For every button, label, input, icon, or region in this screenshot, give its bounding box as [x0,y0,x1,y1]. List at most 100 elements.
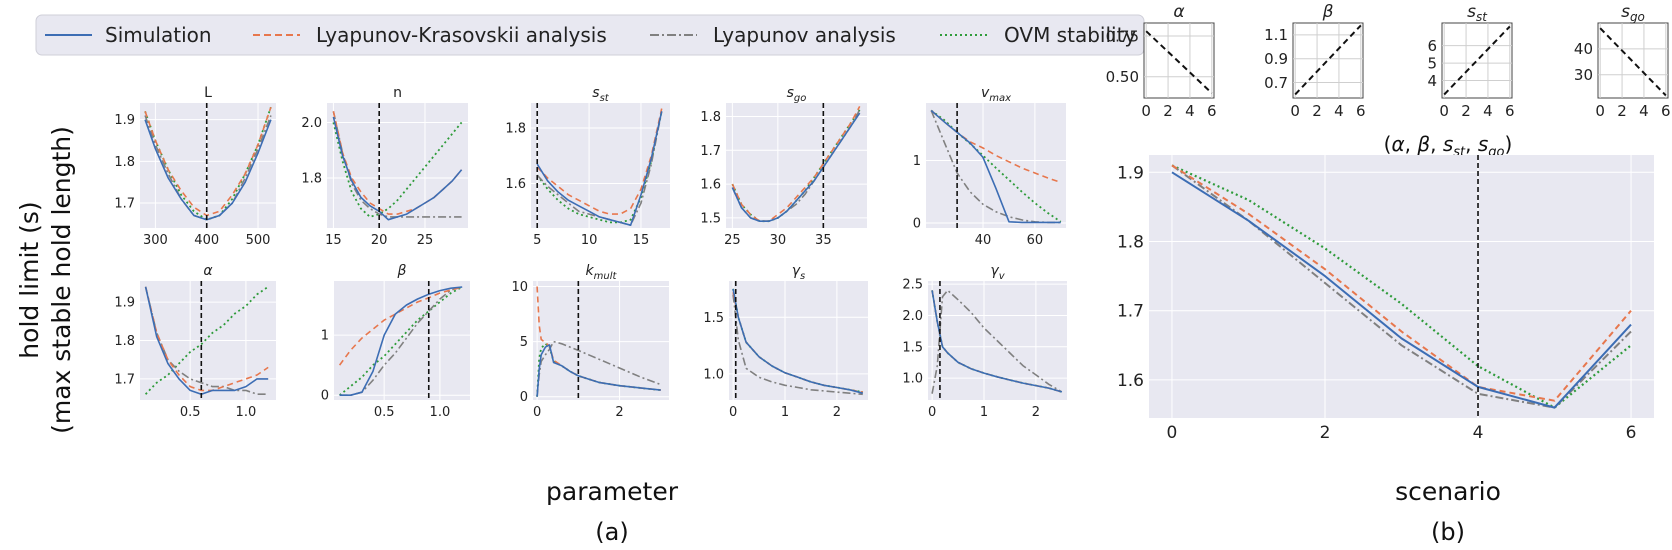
panel-title: vmax [981,85,1011,104]
panel-kmult: 0 2 0 5 10 kmult [511,263,669,420]
legend-sim-label: Simulation [105,23,212,47]
x-tick-label: 300 [143,233,168,248]
series-line-sim [536,111,663,226]
y-tick-label: 1 [913,154,921,169]
x-tick-label: 5 [533,233,541,248]
x-tick-label: 25 [417,233,434,248]
panel-sgo: 25 30 35 1.5 1.6 1.7 1.8 sgo [700,85,867,248]
series-line-ovm [930,109,1062,223]
panel-title: γv [990,263,1005,282]
x-tick-label: 1 [781,405,789,420]
y-axis-label-line1: hold limit (s) [15,201,44,358]
x-tick-label: 1.0 [430,405,451,420]
plot-area [1443,25,1511,96]
panel-bg [531,103,670,228]
x-tick-label: 0 [1439,102,1449,120]
x-tick-label: 0.5 [180,405,201,420]
series-line-lk [338,286,463,366]
y-tick-label: 1.5 [700,211,721,226]
panel-title: n [393,85,402,101]
y-tick-label: 1.9 [1117,163,1144,183]
x-tick-label: 25 [724,233,741,248]
series-line-ovm [144,286,269,395]
panel-bg [1149,155,1654,418]
y-tick-label: 1.6 [1117,371,1144,391]
y-tick-label: 1.6 [700,178,721,193]
x-tick-label: 6 [1356,102,1366,120]
panel-beta: 0.5 1.0 0 1 β [321,263,470,420]
series-line-lk [332,111,463,215]
y-tick-label: 40 [1574,40,1593,58]
plot-area [144,286,269,396]
panel-title: sst [592,85,610,104]
panel-sst: 5 10 15 1.6 1.8 sst [505,85,670,248]
x-tick-label: 15 [633,233,650,248]
y-tick-label: 10 [511,280,528,295]
y-tick-label: 30 [1574,66,1593,84]
x-tick-label: 15 [325,233,342,248]
series-line-lyap [931,289,1063,394]
panel-vmax: 40 60 0 1 vmax [913,85,1066,248]
x-tick-label: 0 [1290,102,1300,120]
series-line-lyap [930,110,1061,224]
x-tick-label: 0.5 [374,405,395,420]
plot-area [338,286,463,397]
x-tick-label: 2 [1312,102,1322,120]
y-tick-label: 1.1 [1264,26,1288,44]
y-tick-label: 1.7 [1117,302,1144,322]
scenario-params-title: (α, β, sst, sgo) [1384,132,1513,160]
x-tick-label: 0 [1167,423,1178,443]
x-tick-label: 2 [833,405,841,420]
panel-bg [1143,22,1215,99]
y-tick-label: 1.8 [114,155,135,170]
y-tick-label: 1.7 [114,372,135,387]
caption-a: (a) [595,518,628,546]
x-tick-label: 1 [980,405,988,420]
plot-area [1294,24,1362,96]
legend-lyap-label: Lyapunov analysis [713,23,896,47]
series-line-lk [731,106,861,222]
y-tick-label: 2.0 [301,116,322,131]
panel-title: α [203,263,213,279]
x-tick-label: 6 [1626,423,1637,443]
series-line-lyap [732,294,863,396]
panel-bg [140,103,276,228]
y-tick-label: 0 [913,217,921,232]
plot-area [536,108,663,226]
y-tick-label: 1.9 [114,296,135,311]
panel-title: α [1173,2,1184,22]
y-tick-label: 0.75 [1106,27,1139,45]
plot-area [731,106,861,223]
series-line-sim [731,112,861,222]
panel-title: sgo [1621,2,1645,24]
y-tick-label: 1.8 [1117,232,1144,252]
panel-alpha: 0.5 1.0 1.7 1.8 1.9 α [114,263,276,420]
caption-b: (b) [1431,518,1465,546]
x-tick-label: 35 [815,233,832,248]
y-tick-label: 1.9 [114,113,135,128]
plot-area [931,289,1063,394]
y-tick-label: 2.5 [902,278,923,293]
panel-bg [926,103,1066,228]
y-tick-label: 5 [520,335,528,350]
series-line-lyap [536,340,662,397]
panel-bg [327,103,468,228]
panel-bg [729,281,868,400]
y-tick-label: 1.7 [114,197,135,212]
y-tick-label: 5 [1427,54,1437,72]
series-line-sim [930,109,1061,224]
legend: Simulation Lyapunov-Krasovskii analysis … [35,14,1145,56]
legend-ovm-label: OVM stability [1004,23,1136,47]
series-line-ovm [332,121,463,218]
panel-scenario: 0 2 4 6 1.6 1.7 1.8 1.9 [1117,155,1654,443]
x-tick-label: 6 [1661,102,1671,120]
y-tick-label: 1.8 [700,110,721,125]
y-tick-label: 0 [520,390,528,405]
series-line-sim [339,286,463,397]
panel-gamma_v: 0 1 2 1.0 1.5 2.0 2.5 γv [902,263,1067,420]
panel-gamma_s: 0 1 2 1.0 1.5 γs [703,263,868,420]
series-line-sim [931,290,1063,393]
plot-area [930,109,1062,224]
panel-mini_beta: 0 2 4 6 0.7 0.9 1.1 β [1264,2,1365,120]
